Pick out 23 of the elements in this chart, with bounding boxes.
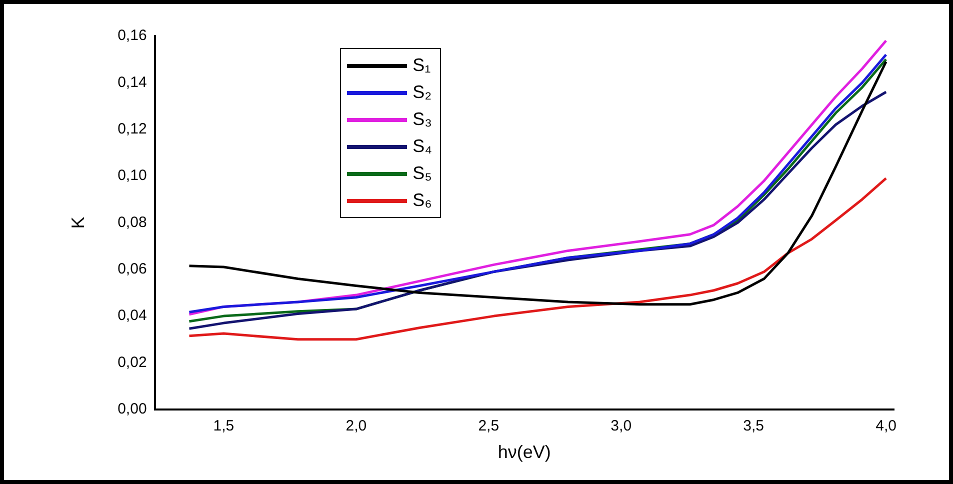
y-tick-label: 0,00 [118, 400, 147, 418]
x-axis-title: hν(eV) [498, 442, 551, 462]
x-tick-label: 2,5 [478, 418, 500, 435]
legend-label: S₃ [412, 109, 432, 130]
x-tick-label: 3,0 [610, 418, 632, 435]
legend-label: S₂ [412, 82, 432, 103]
y-tick-label: 0,06 [118, 260, 147, 278]
y-tick-label: 0,14 [118, 74, 147, 91]
x-tick-label: 2,0 [346, 418, 367, 435]
y-tick-label: 0,16 [118, 27, 147, 44]
y-tick-label: 0,02 [118, 354, 147, 371]
y-axis-title: K [68, 216, 88, 229]
x-tick-label: 4,0 [876, 418, 896, 435]
x-tick-label: 3,5 [743, 418, 764, 435]
legend-label: S₅ [412, 163, 432, 184]
legend-label: S₆ [412, 190, 432, 211]
y-tick-label: 0,12 [118, 120, 147, 138]
y-tick-label: 0,10 [118, 167, 147, 184]
y-tick-label: 0,04 [118, 307, 147, 324]
legend-label: S₄ [412, 136, 432, 157]
x-tick-label: 1,5 [213, 418, 234, 435]
legend-label: S₁ [412, 55, 431, 76]
y-tick-label: 0,08 [118, 214, 147, 231]
